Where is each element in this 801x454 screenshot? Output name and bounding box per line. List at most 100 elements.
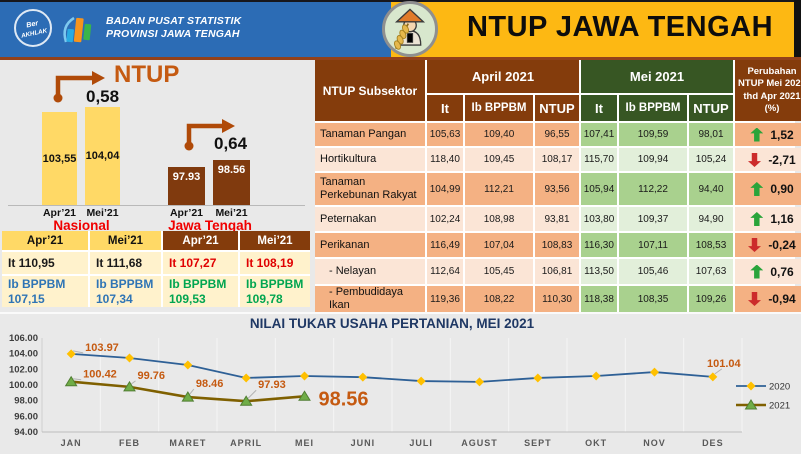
line-chart: 94.00 96.00 98.00 100.00 102.00 104.00 106.00 J… [9, 316, 790, 448]
bar-jateng-mei: 98.56 [213, 160, 250, 205]
bar-value: 103,55 [42, 152, 77, 165]
change-cell: 0,90 [735, 173, 801, 205]
agency-line2: PROVINSI JAWA TENGAH [106, 28, 240, 41]
ntup-panel-title: NTUP [114, 61, 180, 88]
month-label: MARET [169, 438, 206, 448]
data-point-marker [183, 360, 193, 370]
data-point-marker [533, 373, 543, 383]
change-value: -0,94 [768, 292, 796, 306]
down-arrow-icon [748, 292, 761, 306]
change-cell: -0,94 [735, 286, 801, 312]
month-label: AGUST [461, 438, 498, 448]
bar-value: 97.93 [172, 171, 201, 183]
farmer-icon [382, 1, 438, 57]
mei-value-cell: 109,59 [619, 123, 687, 146]
change-cell: 0,76 [735, 259, 801, 284]
chart-title: NILAI TUKAR USAHA PERTANIAN, MEI 2021 [250, 316, 535, 331]
data-label: 99.76 [138, 370, 166, 382]
data-label: 103.97 [85, 342, 119, 354]
legend-label: 2020 [769, 382, 790, 393]
subheader-it: It [427, 95, 463, 121]
april-value-cell: 106,81 [535, 259, 579, 284]
subsector-name-cell: - Nelayan [315, 259, 425, 284]
y-axis-label: 98.00 [14, 396, 38, 407]
data-point-marker [416, 376, 426, 386]
agency-line1: BADAN PUSAT STATISTIK [106, 15, 242, 27]
data-point-marker [241, 373, 251, 383]
bar-nasional-apr: 103,55 [42, 112, 77, 205]
mei-value-cell: 107,63 [689, 259, 733, 284]
table-header-mei: Mei 2021 [581, 60, 733, 93]
april-value-cell: 109,45 [465, 148, 533, 171]
data-point-marker [64, 375, 78, 387]
mei-value-cell: 105,24 [689, 148, 733, 171]
change-cell: 1,16 [735, 207, 801, 231]
table-header-april: April 2021 [427, 60, 579, 93]
change-value: 0,76 [770, 264, 794, 279]
data-label: 97.93 [258, 379, 286, 391]
bar-label: Apr’21 [42, 207, 77, 219]
down-arrow-icon [748, 238, 761, 252]
month-label: OKT [585, 438, 607, 448]
it-ib-table: Apr’21 Mei’21 Apr’21 Mei’21 It 110,95 It… [2, 231, 310, 307]
bar-value: 104,04 [85, 150, 120, 162]
mei-value-cell: 103,80 [581, 207, 617, 231]
april-value-cell: 96,55 [535, 123, 579, 146]
up-arrow-icon [750, 264, 764, 279]
mei-value-cell: 94,90 [689, 207, 733, 231]
april-value-cell: 93,56 [535, 173, 579, 205]
subheader-ib: Ib BPPBM [465, 95, 533, 121]
bar-axis-line [8, 205, 305, 206]
col-header: Mei’21 [90, 231, 161, 250]
change-cell: -0,24 [735, 233, 801, 257]
up-arrow-icon [750, 182, 764, 196]
col-header: Apr’21 [163, 231, 238, 250]
mei-value-cell: 116,30 [581, 233, 617, 257]
it-cell: It 110,95 [2, 252, 88, 274]
month-label: APRIL [230, 438, 262, 448]
y-axis-label: 102.00 [9, 364, 38, 375]
month-label: JUNI [351, 438, 376, 448]
april-value-cell: 112,64 [427, 259, 463, 284]
mei-value-cell: 107,41 [581, 123, 617, 146]
berakhlak-stamp-logo: Ber AKHLAK [14, 9, 52, 47]
subheader-ib: Ib BPPBM [619, 95, 687, 121]
april-value-cell: 112,21 [465, 173, 533, 205]
mei-value-cell: 105,46 [619, 259, 687, 284]
bar-label: Mei’21 [86, 207, 119, 219]
month-label: NOV [643, 438, 666, 448]
it-cell: It 107,27 [163, 252, 238, 274]
april-value-cell: 105,45 [465, 259, 533, 284]
april-value-cell: 107,04 [465, 233, 533, 257]
data-label: 98.56 [319, 388, 369, 410]
mei-value-cell: 115,70 [581, 148, 617, 171]
it-cell: It 108,19 [240, 252, 310, 274]
change-value: 1,16 [770, 212, 794, 226]
change-value: -2,71 [768, 152, 796, 167]
data-point-marker [239, 395, 253, 406]
group-label-jawa-tengah: Jawa Tengah [168, 218, 252, 233]
mei-value-cell: 109,94 [619, 148, 687, 171]
data-point-marker [746, 381, 756, 391]
mei-value-cell: 112,22 [619, 173, 687, 205]
down-arrow-icon [748, 153, 761, 167]
data-label: 100.42 [83, 369, 117, 381]
y-axis-label: 100.00 [9, 380, 38, 391]
label-leader-line [714, 368, 723, 375]
it-cell: It 111,68 [90, 252, 161, 274]
up-arrow-icon [750, 127, 764, 142]
data-point-marker [181, 391, 195, 402]
data-point-marker [358, 372, 368, 382]
ib-cell: Ib BPPBM 107,15 [2, 276, 88, 307]
svg-text:AKHLAK: AKHLAK [20, 27, 49, 40]
stamp-text: Ber [26, 19, 41, 30]
mei-value-cell: 108,53 [689, 233, 733, 257]
data-point-marker [125, 353, 134, 363]
subsector-name-cell: Tanaman Pangan [315, 123, 425, 146]
april-value-cell: 118,40 [427, 148, 463, 171]
subsector-name-cell: Tanaman Perkebunan Rakyat [315, 173, 425, 205]
mei-value-cell: 118,38 [581, 286, 617, 312]
subsector-name-cell: Hortikultura [315, 148, 425, 171]
change-value: 0,90 [770, 182, 794, 196]
